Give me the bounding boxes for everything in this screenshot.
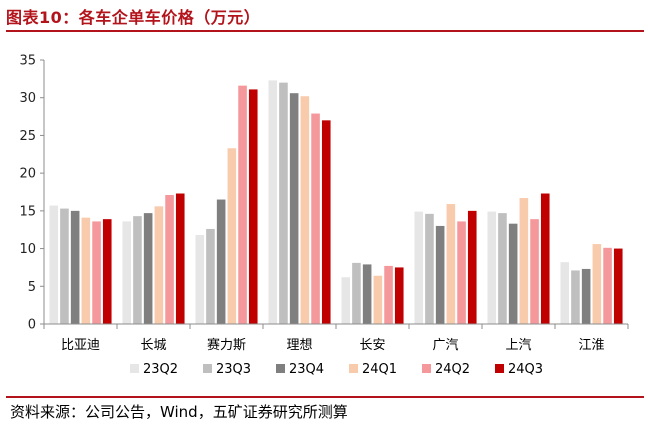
legend-swatch: [130, 364, 139, 373]
bar: [530, 219, 539, 324]
bar: [175, 193, 185, 324]
bar: [195, 234, 205, 324]
bar: [206, 228, 215, 324]
bar: [414, 211, 424, 324]
category-label: 长安: [359, 338, 385, 353]
bar: [435, 225, 445, 324]
bar: [540, 193, 550, 324]
bar: [165, 195, 174, 324]
category-label: 长城: [140, 338, 166, 353]
bar: [60, 208, 69, 324]
category-label: 上汽: [505, 338, 531, 353]
legend-label: 24Q1: [362, 362, 397, 377]
bar: [143, 213, 153, 324]
bar: [571, 270, 580, 324]
bar: [362, 264, 372, 324]
bar: [300, 96, 310, 325]
bar: [394, 267, 404, 324]
bar-series-group: [49, 80, 623, 325]
bar: [238, 85, 247, 325]
bar: [289, 93, 299, 324]
bar: [425, 213, 434, 324]
bar: [268, 80, 278, 325]
legend-swatch: [422, 364, 431, 373]
y-tick-label: 25: [19, 129, 36, 144]
category-label: 理想: [286, 337, 312, 353]
bar: [498, 213, 507, 324]
y-tick-label: 20: [19, 167, 36, 182]
source-note: 资料来源：公司公告，Wind，五矿证券研究所测算: [10, 403, 348, 421]
x-axis: 比亚迪 长城 赛力斯 理想 长安 广汽 上汽 江淮: [43, 323, 629, 353]
legend-label: 23Q3: [216, 362, 251, 377]
category-label: 赛力斯: [207, 337, 246, 353]
legend-label: 24Q2: [435, 362, 470, 377]
legend-swatch: [495, 364, 504, 373]
bar: [613, 248, 623, 324]
bar: [70, 210, 80, 324]
y-tick-label: 35: [19, 54, 36, 69]
legend-swatch: [203, 364, 212, 373]
legend-label: 23Q4: [289, 362, 324, 377]
bar: [603, 247, 612, 324]
bar: [92, 221, 101, 324]
legend-label: 24Q3: [508, 362, 543, 377]
category-label: 江淮: [578, 338, 604, 353]
bar: [216, 199, 226, 324]
category-label: 广汽: [432, 338, 458, 353]
legend-swatch: [276, 364, 285, 373]
title-rule: [6, 30, 644, 32]
bar: [133, 216, 142, 324]
y-tick-label: 0: [28, 318, 36, 333]
bar: [311, 113, 320, 324]
bar: [446, 204, 456, 324]
bottom-rule: [6, 396, 644, 398]
bar: [154, 206, 164, 324]
bar: [81, 217, 91, 324]
y-axis: 0 5 10 15 20 25 30 35: [19, 54, 45, 333]
bar: [373, 275, 383, 324]
figure-title: 图表10：各车企单车价格（万元）: [6, 8, 261, 27]
y-tick-label: 30: [19, 91, 36, 106]
bar: [352, 262, 361, 324]
y-tick-label: 10: [19, 242, 36, 257]
legend-label: 23Q2: [143, 362, 178, 377]
bar: [457, 221, 466, 324]
bar: [122, 221, 132, 324]
bar: [467, 210, 477, 324]
y-tick-label: 15: [19, 204, 36, 219]
bar: [102, 219, 112, 324]
legend: 23Q2 23Q3 23Q4 24Q1 24Q2 24Q3: [130, 362, 543, 377]
bar: [508, 223, 518, 324]
bar: [560, 262, 570, 324]
bar: [279, 82, 288, 324]
bar: [341, 277, 351, 324]
bar: [248, 89, 258, 324]
bar: [519, 198, 529, 324]
bar: [49, 205, 59, 324]
bar: [581, 268, 591, 324]
bar: [321, 120, 331, 324]
bar: [487, 211, 497, 324]
y-tick-label: 5: [28, 280, 36, 295]
category-label: 比亚迪: [61, 338, 100, 353]
bar: [592, 244, 602, 324]
legend-swatch: [349, 364, 358, 373]
bar: [384, 265, 393, 324]
bar: [227, 148, 237, 324]
